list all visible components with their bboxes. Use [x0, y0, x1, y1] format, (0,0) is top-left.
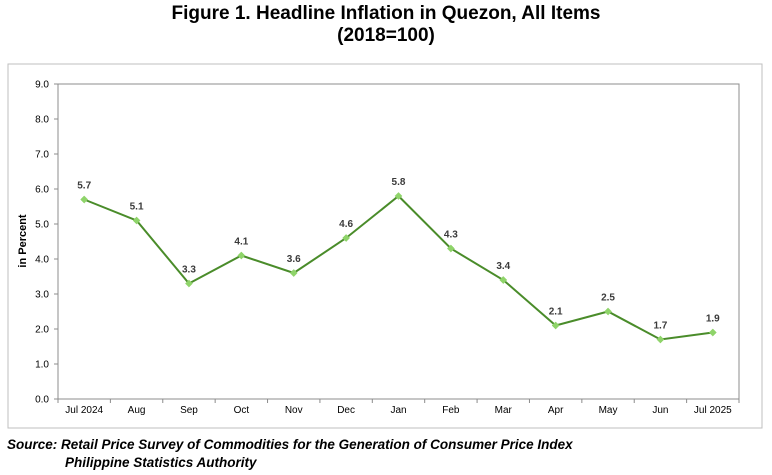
chart-title: Figure 1. Headline Inflation in Quezon, …	[171, 3, 601, 24]
data-label: 3.3	[182, 265, 196, 276]
y-tick-label: 9.0	[35, 80, 49, 91]
data-label: 2.5	[601, 293, 615, 304]
series-line	[83, 194, 713, 341]
series-group: 5.7 5.1 3.3 4.1 3.6 4.6 5.8 4.3 3.4 2.1 2.5 1.7 1.9	[77, 177, 720, 344]
x-tick-label: Dec	[337, 405, 355, 416]
data-point-marker	[132, 216, 141, 225]
data-label: 5.1	[130, 202, 144, 213]
data-point-marker	[551, 321, 560, 330]
y-tick-label: 3.0	[35, 290, 49, 301]
data-point-marker	[604, 307, 612, 316]
y-tick-label: 4.0	[35, 255, 49, 266]
source-line-2: Philippine Statistics Authority	[65, 455, 257, 470]
x-tick-label: Nov	[285, 405, 303, 416]
chart-area-border	[7, 63, 763, 429]
y-axis: 0.0 1.0 2.0 3.0 4.0 5.0 6.0 7.0 8.0 9.0	[35, 80, 58, 406]
data-label: 4.3	[444, 230, 458, 241]
x-tick-label: Apr	[548, 405, 564, 416]
data-point-marker	[656, 335, 665, 344]
data-label: 1.7	[653, 321, 667, 332]
x-tick-label: Jul 2024	[65, 405, 103, 416]
data-point-marker	[446, 244, 455, 253]
x-tick-label: Aug	[128, 405, 146, 416]
data-point-marker	[289, 269, 298, 277]
y-tick-label: 1.0	[35, 360, 49, 371]
data-label: 4.1	[234, 237, 248, 248]
x-tick-label: Mar	[495, 405, 513, 416]
y-axis-label: in Percent	[17, 214, 29, 268]
y-tick-label: 8.0	[35, 115, 49, 126]
data-point-marker	[342, 234, 351, 242]
plot-area	[57, 83, 740, 400]
data-point-marker	[185, 279, 193, 288]
data-label: 1.9	[706, 314, 720, 325]
data-point-marker	[80, 195, 89, 204]
y-tick-label: 7.0	[35, 150, 49, 161]
y-tick-label: 0.0	[35, 395, 49, 406]
line-chart: 0.0 1.0 2.0 3.0 4.0 5.0 6.0 7.0 8.0 9.0 Jul 2024 A…	[7, 63, 763, 429]
data-label: 5.8	[392, 177, 406, 188]
y-tick-label: 2.0	[35, 325, 49, 336]
x-tick-label: Feb	[442, 405, 460, 416]
data-label: 5.7	[77, 181, 91, 192]
x-tick-label: Oct	[234, 405, 250, 416]
y-tick-label: 5.0	[35, 220, 49, 231]
data-point-marker	[499, 276, 508, 284]
x-tick-label: Sep	[180, 405, 198, 416]
data-point-marker	[237, 251, 246, 260]
chart-subtitle: (2018=100)	[337, 25, 435, 46]
x-tick-label: Jan	[390, 405, 406, 416]
x-tick-label: May	[599, 405, 618, 416]
data-label: 4.6	[339, 219, 353, 230]
x-tick-label: Jul 2025	[694, 405, 732, 416]
source-line-1: Source: Retail Price Survey of Commoditi…	[7, 437, 573, 452]
data-point-marker	[708, 328, 717, 337]
data-label: 3.4	[496, 261, 510, 272]
source-note: Source: Retail Price Survey of Commoditi…	[7, 436, 573, 472]
y-tick-label: 6.0	[35, 185, 49, 196]
x-axis: Jul 2024 Aug Sep Oct Nov Dec Jan Feb Mar Apr May Ju…	[57, 399, 740, 416]
data-label: 3.6	[287, 254, 301, 265]
data-label: 2.1	[549, 307, 563, 318]
x-tick-label: Jun	[652, 405, 668, 416]
data-point-marker	[394, 192, 403, 200]
